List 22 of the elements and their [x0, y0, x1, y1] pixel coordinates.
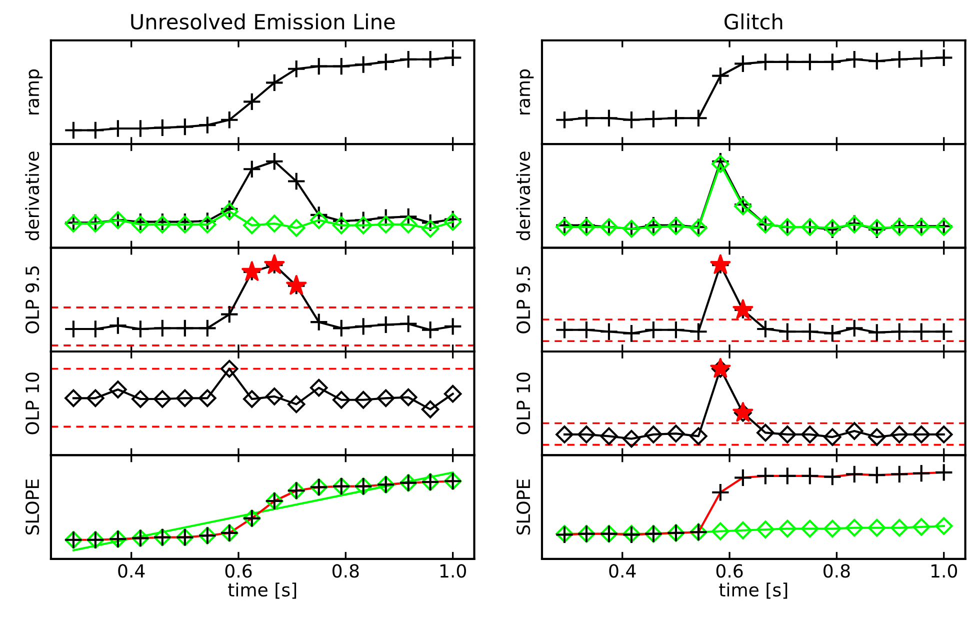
chart-title: Glitch — [724, 13, 782, 30]
x-tick-label: 0.4 — [609, 564, 636, 578]
y-axis-title: ramp — [28, 69, 43, 114]
x-tick-label: 0.8 — [332, 564, 359, 578]
y-axis-title: ramp — [520, 69, 534, 114]
x-tick-label: 0.8 — [824, 564, 850, 578]
y-axis-title: derivative — [25, 152, 40, 240]
x-tick-label: 0.6 — [716, 564, 743, 578]
x-axis-title: time [s] — [228, 582, 296, 599]
chart-title: Unresolved Emission Line — [131, 13, 395, 30]
y-axis-title: derivative — [516, 152, 530, 240]
y-axis-title: SLOPE — [516, 480, 530, 535]
y-axis-title: OLP 9.5 — [516, 266, 530, 334]
x-tick-label: 1.0 — [931, 564, 958, 578]
y-axis-title: SLOPE — [25, 480, 40, 535]
x-tick-label: 1.0 — [440, 564, 466, 578]
y-axis-title: OLP 9.5 — [25, 266, 40, 334]
y-axis-title: OLP 10 — [516, 372, 530, 434]
y-axis-title: OLP 10 — [25, 372, 40, 434]
x-tick-label: 0.6 — [225, 564, 252, 578]
x-axis-title: time [s] — [719, 582, 788, 599]
x-tick-label: 0.4 — [118, 564, 145, 578]
